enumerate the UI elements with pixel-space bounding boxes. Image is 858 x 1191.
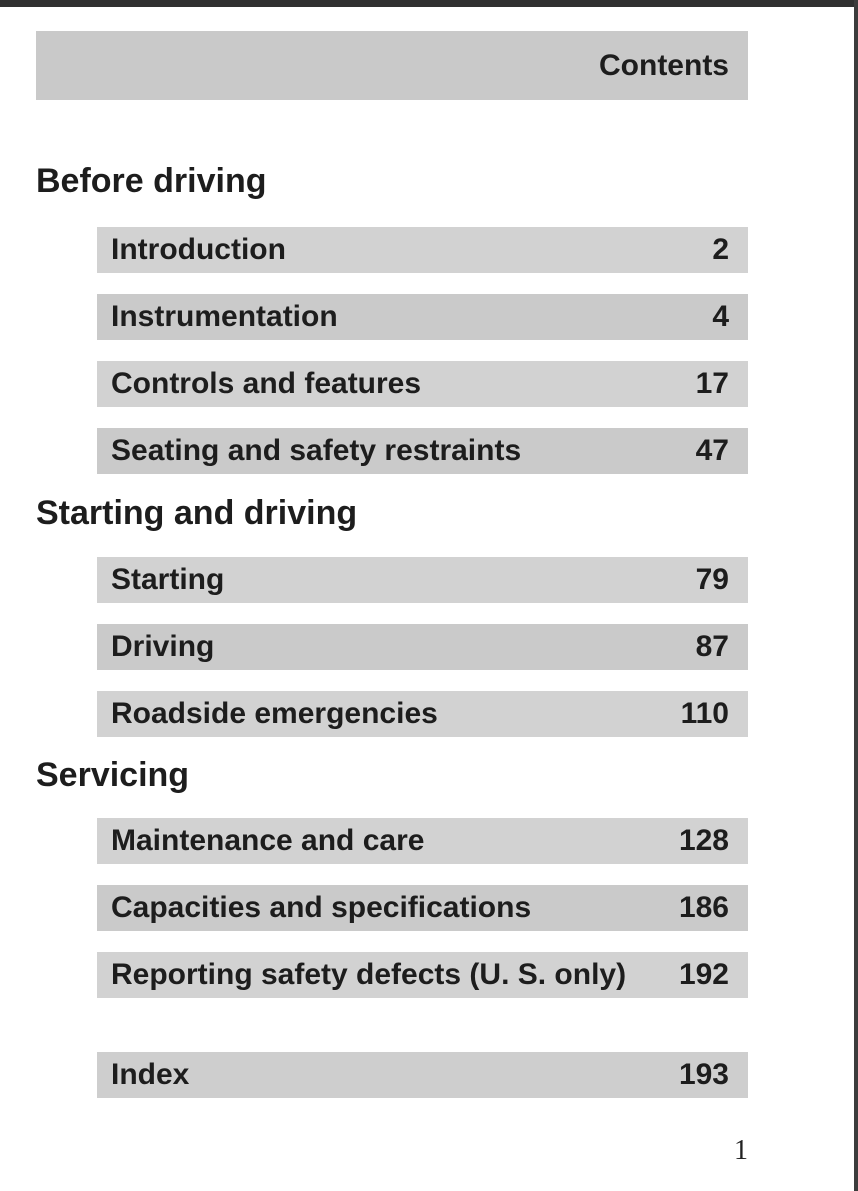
toc-label: Seating and safety restraints xyxy=(111,434,522,467)
toc-section-starting-and-driving: Starting 79 Driving 87 Roadside emergenc… xyxy=(97,557,748,737)
page-title: Contents xyxy=(599,48,729,82)
toc-page-number: 193 xyxy=(678,1058,729,1091)
toc-page-number: 128 xyxy=(678,824,729,857)
toc-page-number: 87 xyxy=(695,630,729,663)
section-title-starting-and-driving: Starting and driving xyxy=(36,494,358,532)
toc-page-number: 2 xyxy=(712,233,729,266)
toc-page-number: 47 xyxy=(695,434,729,467)
toc-page-number: 79 xyxy=(695,563,729,596)
toc-label: Maintenance and care xyxy=(111,824,425,857)
scan-edge-top xyxy=(0,0,858,7)
toc-label: Index xyxy=(111,1058,190,1091)
toc-label: Instrumentation xyxy=(111,300,338,333)
contents-header-bar: Contents xyxy=(36,31,748,100)
toc-section-servicing: Maintenance and care 128 Capacities and … xyxy=(97,818,748,998)
toc-row-reporting-safety-defects: Reporting safety defects (U. S. only) 19… xyxy=(97,952,748,998)
toc-row-index: Index 193 xyxy=(97,1052,748,1098)
toc-row-capacities-and-specifications: Capacities and specifications 186 xyxy=(97,885,748,931)
toc-page-number: 4 xyxy=(712,300,729,333)
toc-row-driving: Driving 87 xyxy=(97,624,748,670)
toc-page-number: 192 xyxy=(678,958,729,991)
section-title-servicing: Servicing xyxy=(36,756,190,794)
page-content: Contents Before driving Introduction 2 I… xyxy=(36,0,748,1165)
toc-row-roadside-emergencies: Roadside emergencies 110 xyxy=(97,691,748,737)
section-title-before-driving: Before driving xyxy=(36,162,267,200)
toc-page-number: 17 xyxy=(695,367,729,400)
toc-row-seating-and-safety-restraints: Seating and safety restraints 47 xyxy=(97,428,748,474)
toc-section-before-driving: Introduction 2 Instrumentation 4 Control… xyxy=(97,227,748,474)
toc-row-maintenance-and-care: Maintenance and care 128 xyxy=(97,818,748,864)
page-number-folio: 1 xyxy=(734,1135,748,1166)
scan-edge-right xyxy=(854,0,858,1191)
toc-row-instrumentation: Instrumentation 4 xyxy=(97,294,748,340)
toc-label: Reporting safety defects (U. S. only) xyxy=(111,958,627,991)
toc-page-number: 110 xyxy=(680,697,729,730)
toc-section-index: Index 193 xyxy=(97,1052,748,1098)
toc-label: Driving xyxy=(111,630,215,663)
toc-row-controls-and-features: Controls and features 17 xyxy=(97,361,748,407)
toc-page-number: 186 xyxy=(678,891,729,924)
toc-row-introduction: Introduction 2 xyxy=(97,227,748,273)
toc-label: Introduction xyxy=(111,233,286,266)
toc-row-starting: Starting 79 xyxy=(97,557,748,603)
toc-label: Starting xyxy=(111,563,225,596)
toc-label: Capacities and specifications xyxy=(111,891,532,924)
toc-label: Roadside emergencies xyxy=(111,697,438,730)
toc-label: Controls and features xyxy=(111,367,422,400)
